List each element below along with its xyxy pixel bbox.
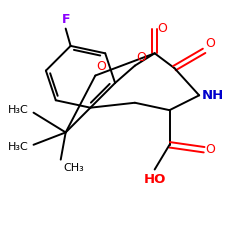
Text: O: O (136, 52, 146, 64)
Text: CH₃: CH₃ (63, 163, 84, 173)
Text: O: O (157, 22, 167, 35)
Text: O: O (96, 60, 106, 73)
Text: O: O (205, 36, 215, 50)
Text: H₃C: H₃C (8, 105, 28, 115)
Text: O: O (205, 143, 215, 156)
Text: HO: HO (144, 173, 166, 186)
Text: NH: NH (202, 89, 224, 102)
Text: H₃C: H₃C (8, 142, 28, 152)
Text: F: F (62, 13, 70, 26)
